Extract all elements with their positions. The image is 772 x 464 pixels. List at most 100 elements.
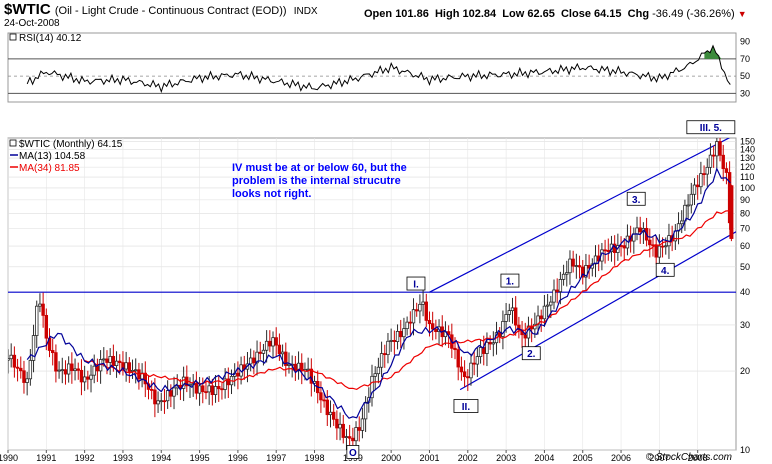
x-tick-label: 2008 (688, 453, 708, 463)
candle-body (565, 272, 569, 275)
candle-body (718, 141, 722, 156)
legend-ma34: MA(34) 81.85 (19, 163, 80, 174)
candle-body (427, 320, 432, 325)
candle-body (25, 378, 29, 383)
x-tick-label: 1992 (75, 453, 95, 463)
candle-body (9, 354, 13, 360)
channel-lower-line (459, 231, 736, 391)
wave-label-box (626, 191, 646, 206)
candle-body (280, 351, 285, 355)
wave-label-box (686, 120, 736, 135)
chg-label: Chg (627, 8, 650, 20)
x-tick-label: 2002 (458, 453, 478, 463)
candle-body (555, 289, 559, 293)
price-tick-label: 90 (740, 195, 750, 205)
candle-body (79, 369, 84, 383)
wave-label: I. (413, 280, 419, 291)
candle-body (421, 301, 425, 305)
candle-body (76, 368, 80, 371)
candle-body (105, 358, 109, 363)
candle-body (149, 388, 154, 391)
candle-body (226, 378, 231, 386)
candle-body (277, 344, 282, 355)
candle-body (424, 301, 428, 321)
candle-body (220, 388, 224, 391)
rsi-grid (8, 58, 736, 94)
candle-body (102, 358, 106, 361)
candle-body (95, 365, 100, 372)
price-tick-label: 70 (740, 223, 750, 233)
rsi-panel-frame (7, 32, 737, 103)
candle-body (469, 362, 473, 379)
candle-body (584, 265, 588, 278)
candle-body (408, 321, 413, 324)
candle-body (57, 369, 61, 372)
ma13-line (26, 167, 731, 419)
open-value: 101.86 (395, 8, 429, 20)
candle-body (351, 437, 355, 442)
candle-body (98, 359, 103, 372)
ma34-line (84, 210, 731, 391)
price-tick-label: 10 (740, 445, 750, 455)
low-label: Low (502, 8, 525, 20)
candle-body (169, 390, 173, 397)
candle-body (363, 401, 368, 420)
rsi-line (26, 44, 731, 94)
channel-upper-line (429, 138, 731, 293)
candle-body (542, 305, 547, 320)
candle-body (705, 166, 709, 175)
candle-body (724, 168, 729, 173)
candle-body (44, 314, 49, 339)
candle-body (341, 423, 345, 438)
price-tick-label: 110 (740, 172, 754, 182)
candle-body (357, 427, 361, 431)
annotation-line-2: problem is the internal strucutre (232, 175, 401, 187)
candle-body (111, 355, 116, 366)
candle-body (325, 399, 329, 416)
candle-body (41, 303, 45, 316)
candle-body (172, 387, 176, 397)
price-tick-label: 130 (740, 153, 755, 163)
rsi-label: RSI(14) 40.12 (19, 33, 82, 44)
candle-body (664, 245, 668, 248)
close-label: Close (560, 8, 591, 20)
candle-body (635, 227, 639, 235)
exchange: INDX (293, 6, 318, 17)
candle-body (434, 328, 438, 333)
candle-body (462, 371, 467, 378)
x-tick-label: 1990 (0, 453, 18, 463)
candle-body (711, 154, 716, 157)
candle-body (574, 265, 579, 267)
high-label: High (434, 8, 460, 20)
candle-body (252, 357, 256, 364)
wave-label-box (521, 346, 541, 361)
candle-body (201, 385, 205, 393)
candle-body (606, 249, 610, 253)
candle-body (8, 358, 10, 361)
candle-body (309, 368, 314, 384)
wave-label: 3. (632, 195, 641, 206)
wave-label-box (346, 445, 360, 459)
candle-body (82, 376, 87, 383)
candle-body (213, 386, 218, 396)
legend-ma13: MA(13) 104.58 (19, 151, 86, 162)
candle-body (405, 321, 409, 330)
candle-body (217, 386, 221, 390)
candle-body (143, 372, 147, 385)
wave-label: 1. (506, 277, 515, 288)
candle-body (459, 366, 464, 373)
x-tick-label: 2007 (649, 453, 669, 463)
candle-body (603, 249, 607, 252)
wave-label-box (655, 262, 675, 277)
candle-body (347, 436, 352, 439)
candle-body (504, 314, 508, 322)
candle-body (689, 193, 693, 206)
candle-body (660, 245, 665, 248)
candle-body (223, 378, 227, 390)
candle-body (127, 362, 132, 372)
candle-body (549, 301, 553, 306)
wave-label: 2. (527, 349, 536, 360)
candle-body (360, 418, 365, 431)
candle-body (517, 324, 521, 331)
